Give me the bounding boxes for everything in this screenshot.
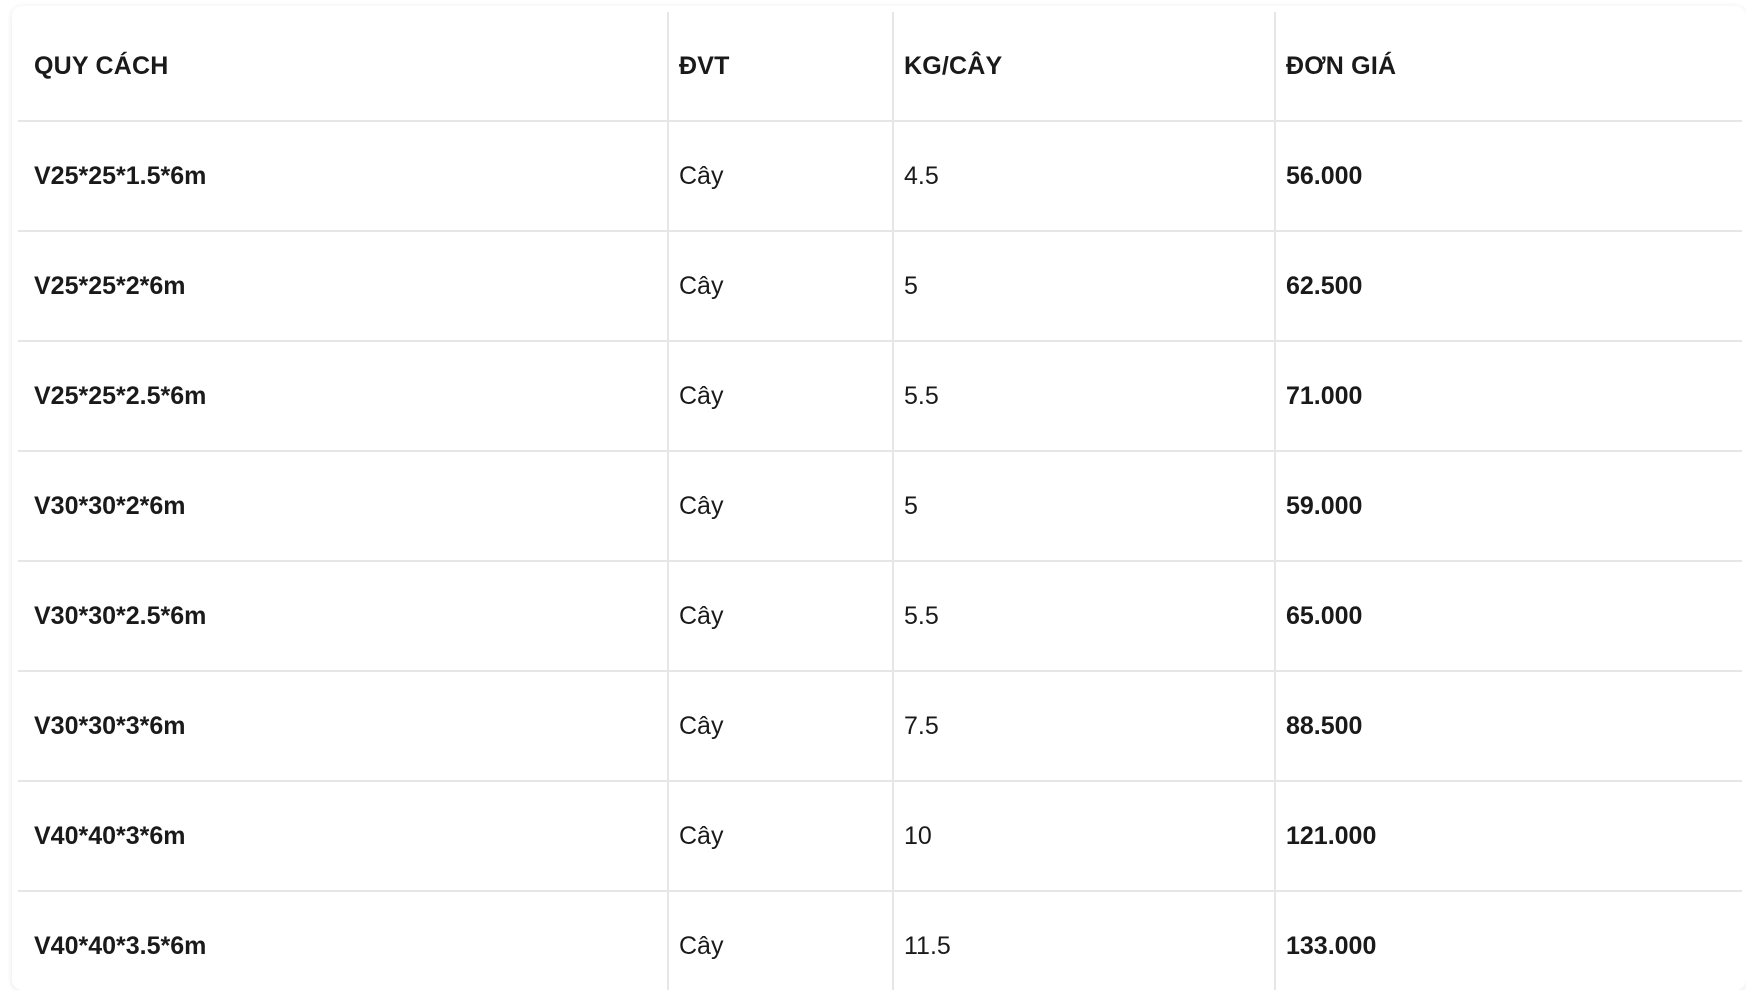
cell-kg: 5.5 bbox=[893, 341, 1276, 452]
table-row: V30*30*2.5*6m Cây 5.5 65.000 bbox=[18, 561, 1742, 672]
header-row: QUY CÁCH ĐVT KG/CÂY ĐƠN GIÁ bbox=[18, 12, 1742, 122]
table-header: QUY CÁCH ĐVT KG/CÂY ĐƠN GIÁ bbox=[18, 12, 1742, 122]
cell-spec: V40*40*3.5*6m bbox=[18, 891, 669, 990]
cell-unit: Cây bbox=[668, 231, 894, 342]
table-row: V40*40*3.5*6m Cây 11.5 133.000 bbox=[18, 891, 1742, 990]
table-body: V25*25*1.5*6m Cây 4.5 56.000 V25*25*2*6m Cây 5… bbox=[18, 121, 1742, 990]
column-header-kg: KG/CÂY bbox=[893, 12, 1276, 122]
cell-unit: Cây bbox=[668, 781, 894, 892]
price-table: QUY CÁCH ĐVT KG/CÂY ĐƠN GIÁ V25*25*1.5*6… bbox=[18, 12, 1742, 990]
cell-kg: 5.5 bbox=[893, 561, 1276, 672]
column-header-price: ĐƠN GIÁ bbox=[1275, 12, 1742, 122]
table-row: V30*30*2*6m Cây 5 59.000 bbox=[18, 451, 1742, 562]
cell-unit: Cây bbox=[668, 121, 894, 232]
cell-unit: Cây bbox=[668, 671, 894, 782]
cell-unit: Cây bbox=[668, 891, 894, 990]
table-row: V25*25*2*6m Cây 5 62.500 bbox=[18, 231, 1742, 342]
cell-unit: Cây bbox=[668, 451, 894, 562]
cell-price: 121.000 bbox=[1275, 781, 1742, 892]
cell-spec: V30*30*2*6m bbox=[18, 451, 669, 562]
cell-spec: V25*25*2.5*6m bbox=[18, 341, 669, 452]
table-row: V25*25*2.5*6m Cây 5.5 71.000 bbox=[18, 341, 1742, 452]
cell-unit: Cây bbox=[668, 341, 894, 452]
cell-spec: V25*25*1.5*6m bbox=[18, 121, 669, 232]
cell-price: 56.000 bbox=[1275, 121, 1742, 232]
cell-spec: V25*25*2*6m bbox=[18, 231, 669, 342]
cell-price: 62.500 bbox=[1275, 231, 1742, 342]
cell-spec: V30*30*3*6m bbox=[18, 671, 669, 782]
cell-price: 59.000 bbox=[1275, 451, 1742, 562]
cell-spec: V30*30*2.5*6m bbox=[18, 561, 669, 672]
table-row: V40*40*3*6m Cây 10 121.000 bbox=[18, 781, 1742, 892]
cell-kg: 7.5 bbox=[893, 671, 1276, 782]
cell-price: 133.000 bbox=[1275, 891, 1742, 990]
cell-kg: 4.5 bbox=[893, 121, 1276, 232]
column-header-spec: QUY CÁCH bbox=[18, 12, 669, 122]
price-table-card: QUY CÁCH ĐVT KG/CÂY ĐƠN GIÁ V25*25*1.5*6… bbox=[12, 6, 1746, 990]
table-row: V30*30*3*6m Cây 7.5 88.500 bbox=[18, 671, 1742, 782]
cell-kg: 11.5 bbox=[893, 891, 1276, 990]
cell-kg: 10 bbox=[893, 781, 1276, 892]
cell-kg: 5 bbox=[893, 231, 1276, 342]
cell-price: 71.000 bbox=[1275, 341, 1742, 452]
column-header-unit: ĐVT bbox=[668, 12, 894, 122]
cell-unit: Cây bbox=[668, 561, 894, 672]
table-row: V25*25*1.5*6m Cây 4.5 56.000 bbox=[18, 121, 1742, 232]
cell-kg: 5 bbox=[893, 451, 1276, 562]
cell-price: 88.500 bbox=[1275, 671, 1742, 782]
cell-price: 65.000 bbox=[1275, 561, 1742, 672]
cell-spec: V40*40*3*6m bbox=[18, 781, 669, 892]
